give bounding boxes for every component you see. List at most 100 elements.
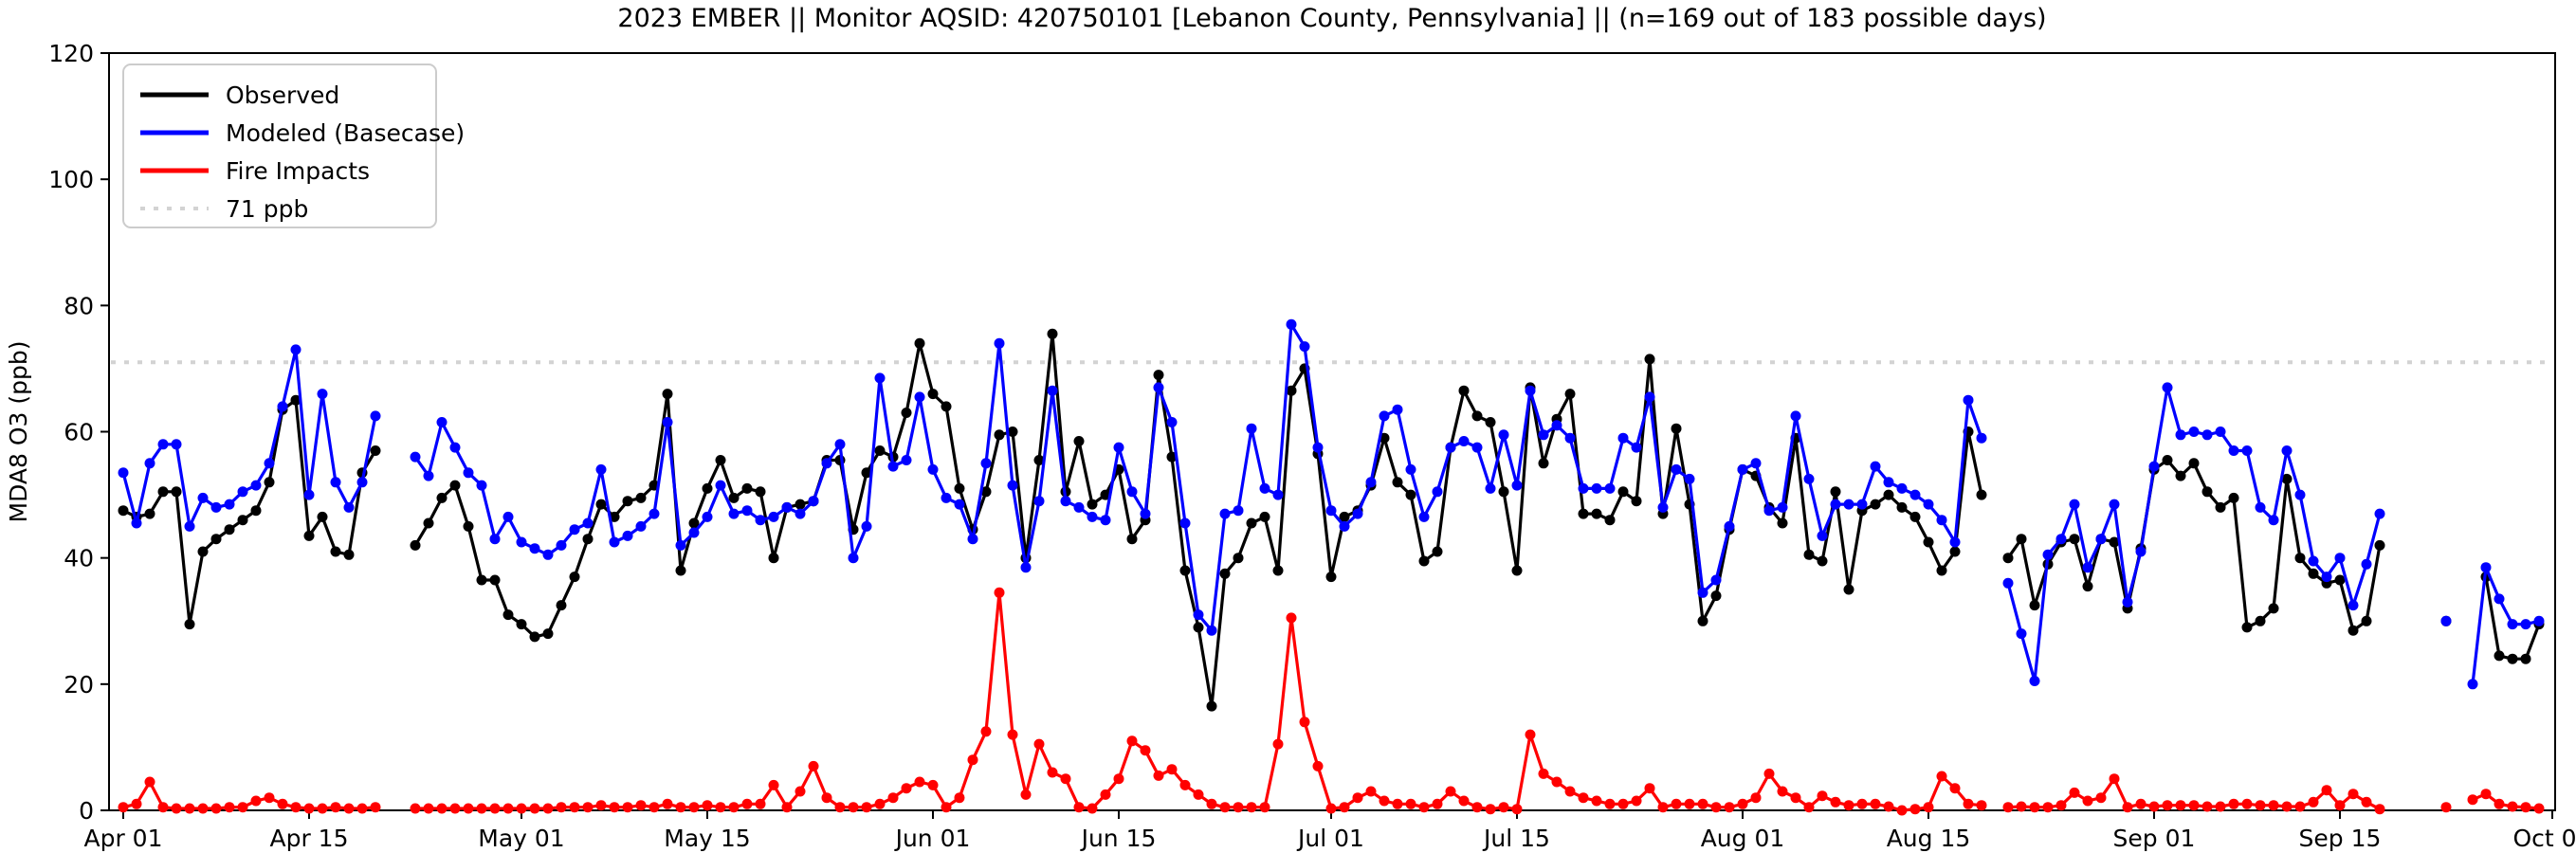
data-point [595, 499, 607, 510]
data-point [436, 803, 448, 814]
data-point [808, 760, 819, 771]
data-point [1564, 389, 1576, 400]
data-point [1113, 442, 1124, 453]
data-point [542, 549, 554, 560]
data-point [144, 508, 155, 519]
data-point [184, 803, 195, 814]
data-point [848, 553, 859, 564]
data-point [914, 391, 925, 403]
data-point [2281, 445, 2293, 456]
data-point [502, 511, 514, 522]
data-point [2268, 800, 2279, 811]
data-point [2069, 534, 2080, 545]
data-point [1352, 792, 1363, 804]
data-point [2281, 801, 2293, 812]
x-tick-label: Jul 01 [1296, 825, 1364, 852]
data-point [1591, 508, 1602, 519]
data-point [2228, 798, 2239, 809]
data-point [529, 631, 540, 643]
data-point [1087, 499, 1098, 510]
data-point [2069, 499, 2080, 510]
data-point [1538, 429, 1549, 441]
data-point [927, 779, 939, 790]
data-point [1896, 805, 1908, 816]
legend: Observed Modeled (Basecase) Fire Impacts 71… [122, 64, 465, 228]
data-point [1047, 767, 1058, 778]
data-point [994, 337, 1005, 349]
data-point [1153, 370, 1164, 381]
data-point [2255, 615, 2266, 626]
data-point [2494, 798, 2505, 809]
data-point [1047, 328, 1058, 339]
data-point [2042, 549, 2054, 560]
data-point [2162, 800, 2173, 811]
data-point [290, 344, 301, 355]
data-point [1843, 800, 1854, 811]
data-point [2002, 577, 2014, 589]
data-point [1896, 501, 1908, 513]
data-point [1976, 489, 1987, 500]
data-point [1246, 423, 1257, 434]
data-point [1485, 804, 1496, 815]
data-point [954, 482, 965, 494]
data-point [210, 501, 222, 513]
data-point [1073, 436, 1085, 446]
x-tick-label: Sep 01 [2113, 825, 2196, 852]
data-point [2029, 676, 2040, 686]
data-point [1617, 798, 1629, 809]
data-point [1033, 455, 1045, 465]
data-point [2308, 568, 2319, 579]
data-point [1179, 517, 1191, 529]
data-point [2016, 801, 2027, 812]
data-point [1020, 562, 1032, 573]
data-point [184, 520, 195, 532]
data-point [2122, 596, 2133, 608]
data-point [1763, 768, 1775, 779]
data-point [1299, 717, 1310, 728]
data-point [649, 802, 660, 813]
data-point [2507, 619, 2518, 630]
data-point [556, 539, 567, 551]
data-point [250, 795, 262, 807]
data-point [755, 798, 766, 809]
data-point [2148, 461, 2160, 472]
data-point [449, 442, 461, 453]
data-point [1511, 804, 1523, 815]
data-point [768, 553, 779, 564]
data-point [489, 574, 501, 586]
data-point [1883, 801, 1894, 812]
legend-label: Observed [226, 82, 339, 109]
data-point [980, 458, 992, 469]
data-point [1392, 477, 1403, 488]
data-point [1140, 508, 1151, 519]
data-point [1498, 802, 1509, 813]
data-point [476, 803, 487, 814]
data-point [1352, 508, 1363, 519]
data-point [1843, 584, 1854, 595]
data-point [502, 609, 514, 621]
data-point [343, 803, 355, 814]
data-point [2241, 622, 2253, 633]
data-point [423, 470, 434, 481]
data-point [834, 439, 846, 450]
data-point [1538, 458, 1549, 469]
data-point [1325, 803, 1337, 814]
data-point [556, 600, 567, 611]
data-point [1418, 511, 1430, 522]
data-point [1339, 520, 1350, 532]
y-tick-label: 120 [48, 40, 94, 67]
data-point [476, 480, 487, 491]
data-point [582, 802, 594, 813]
data-point [1511, 565, 1523, 576]
data-point [529, 803, 540, 814]
data-point [595, 800, 607, 811]
data-point [1392, 404, 1403, 415]
data-point [1909, 511, 1921, 522]
x-tick-label: May 01 [478, 825, 564, 852]
data-point [1697, 587, 1708, 598]
data-point [1233, 802, 1244, 813]
data-point [2255, 800, 2266, 811]
data-point [157, 802, 169, 813]
data-point [901, 455, 912, 465]
data-point [1007, 426, 1018, 437]
